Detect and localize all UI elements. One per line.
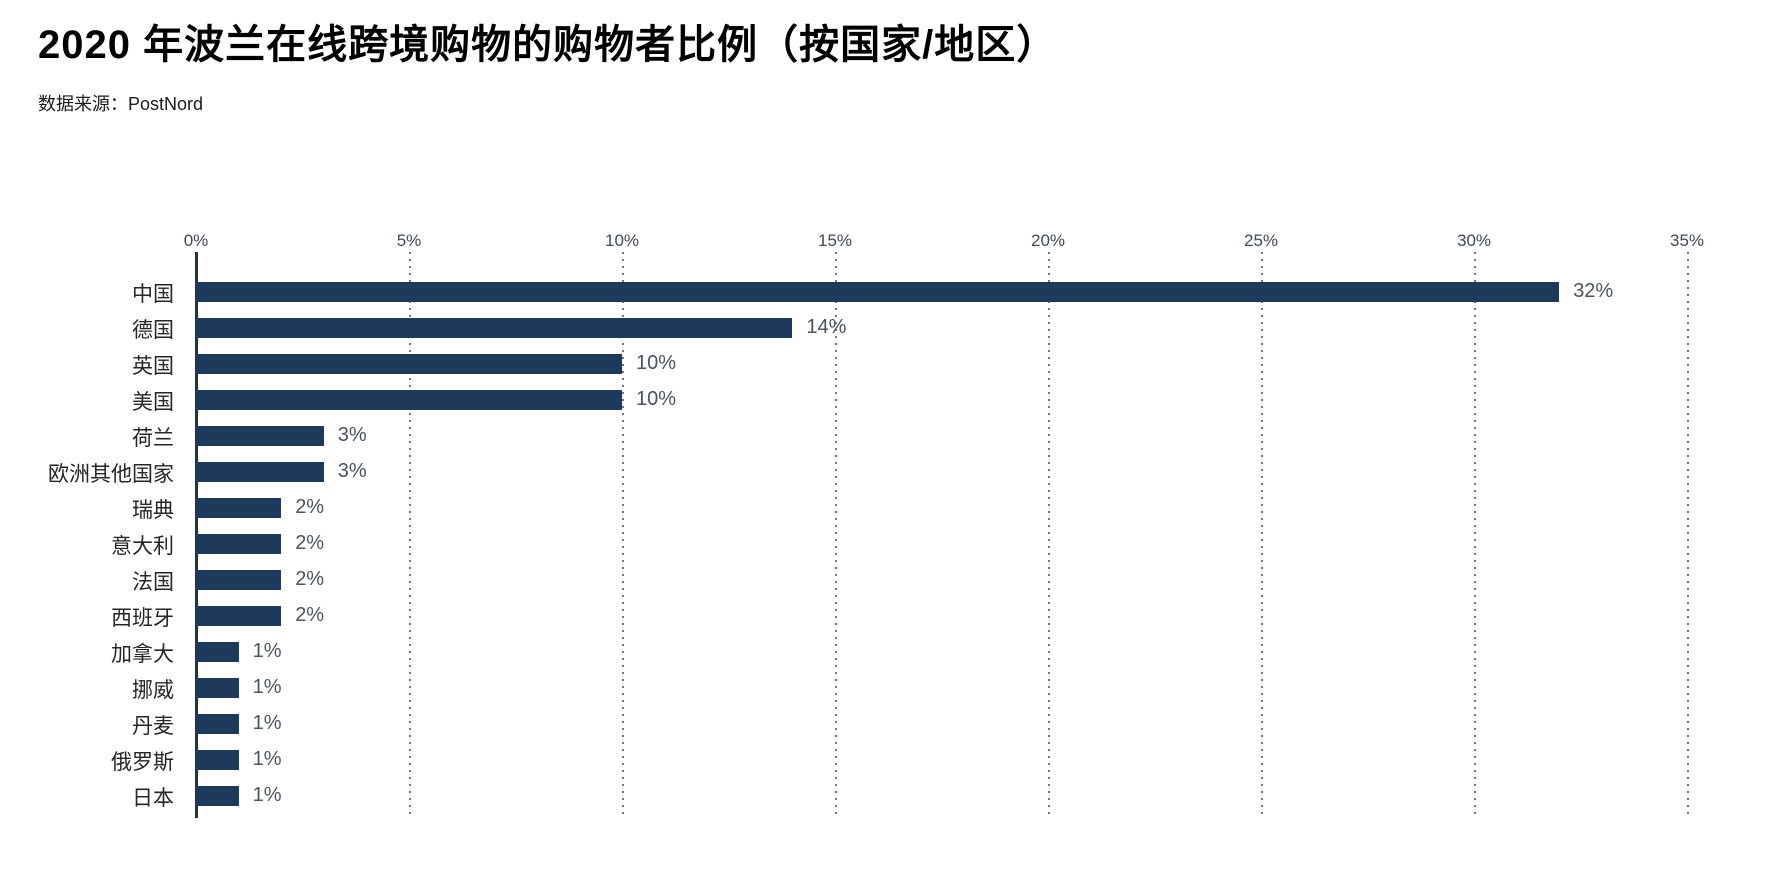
bar	[196, 498, 282, 518]
bar	[196, 606, 282, 626]
x-axis-tick-label: 25%	[1243, 231, 1279, 250]
bar	[196, 642, 239, 662]
value-label: 3%	[337, 424, 367, 446]
bar	[196, 678, 239, 698]
value-label: 10%	[636, 352, 677, 374]
x-axis-tick-label: 5%	[396, 231, 422, 250]
value-label: 1%	[252, 784, 282, 806]
bar	[196, 318, 793, 338]
category-label: 加拿大	[111, 642, 174, 666]
value-label: 3%	[337, 460, 367, 482]
category-label: 德国	[132, 318, 174, 342]
x-axis-tick-label: 15%	[817, 231, 853, 250]
bar	[196, 282, 1560, 302]
value-label: 1%	[252, 748, 282, 770]
value-label: 2%	[295, 496, 325, 518]
vertical-gridline	[1048, 252, 1050, 818]
x-axis-tick-label: 0%	[183, 231, 209, 250]
vertical-gridline	[1261, 252, 1263, 818]
bar	[196, 426, 324, 446]
category-label: 日本	[132, 786, 174, 810]
vertical-gridline	[1474, 252, 1476, 818]
value-label: 2%	[295, 604, 325, 626]
bar	[196, 534, 282, 554]
value-label: 2%	[295, 532, 325, 554]
bar	[196, 786, 239, 806]
bar	[196, 570, 282, 590]
bar	[196, 390, 622, 410]
category-label: 荷兰	[132, 426, 174, 450]
bar	[196, 462, 324, 482]
category-label: 美国	[132, 390, 174, 414]
vertical-gridline	[1687, 252, 1689, 818]
vertical-gridline	[835, 252, 837, 818]
x-axis-tick-label: 35%	[1669, 231, 1705, 250]
bar	[196, 714, 239, 734]
category-label: 英国	[132, 354, 174, 378]
category-label: 丹麦	[132, 714, 174, 738]
category-label: 意大利	[111, 534, 174, 558]
category-label: 中国	[132, 282, 174, 306]
value-label: 32%	[1573, 280, 1614, 302]
value-label: 2%	[295, 568, 325, 590]
value-label: 1%	[252, 676, 282, 698]
data-source-label: 数据来源：PostNord	[38, 94, 204, 114]
category-label: 瑞典	[132, 498, 174, 522]
x-axis-tick-label: 10%	[604, 231, 640, 250]
x-axis-tick-label: 20%	[1030, 231, 1066, 250]
category-label: 欧洲其他国家	[48, 462, 174, 486]
vertical-gridline	[622, 252, 624, 818]
value-label: 1%	[252, 640, 282, 662]
category-label: 法国	[132, 570, 174, 594]
chart-title: 2020 年波兰在线跨境购物的购物者比例（按国家/地区）	[38, 23, 1058, 67]
category-label: 俄罗斯	[111, 750, 174, 774]
value-label: 1%	[252, 712, 282, 734]
bar	[196, 750, 239, 770]
category-label: 西班牙	[111, 606, 174, 630]
vertical-gridline	[409, 252, 411, 818]
value-label: 10%	[636, 388, 677, 410]
value-label: 14%	[806, 316, 847, 338]
x-axis-tick-label: 30%	[1456, 231, 1492, 250]
category-label: 挪威	[132, 678, 174, 702]
bar	[196, 354, 622, 374]
